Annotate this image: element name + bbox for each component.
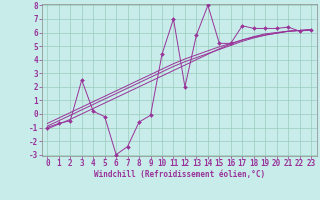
X-axis label: Windchill (Refroidissement éolien,°C): Windchill (Refroidissement éolien,°C) — [94, 170, 265, 179]
